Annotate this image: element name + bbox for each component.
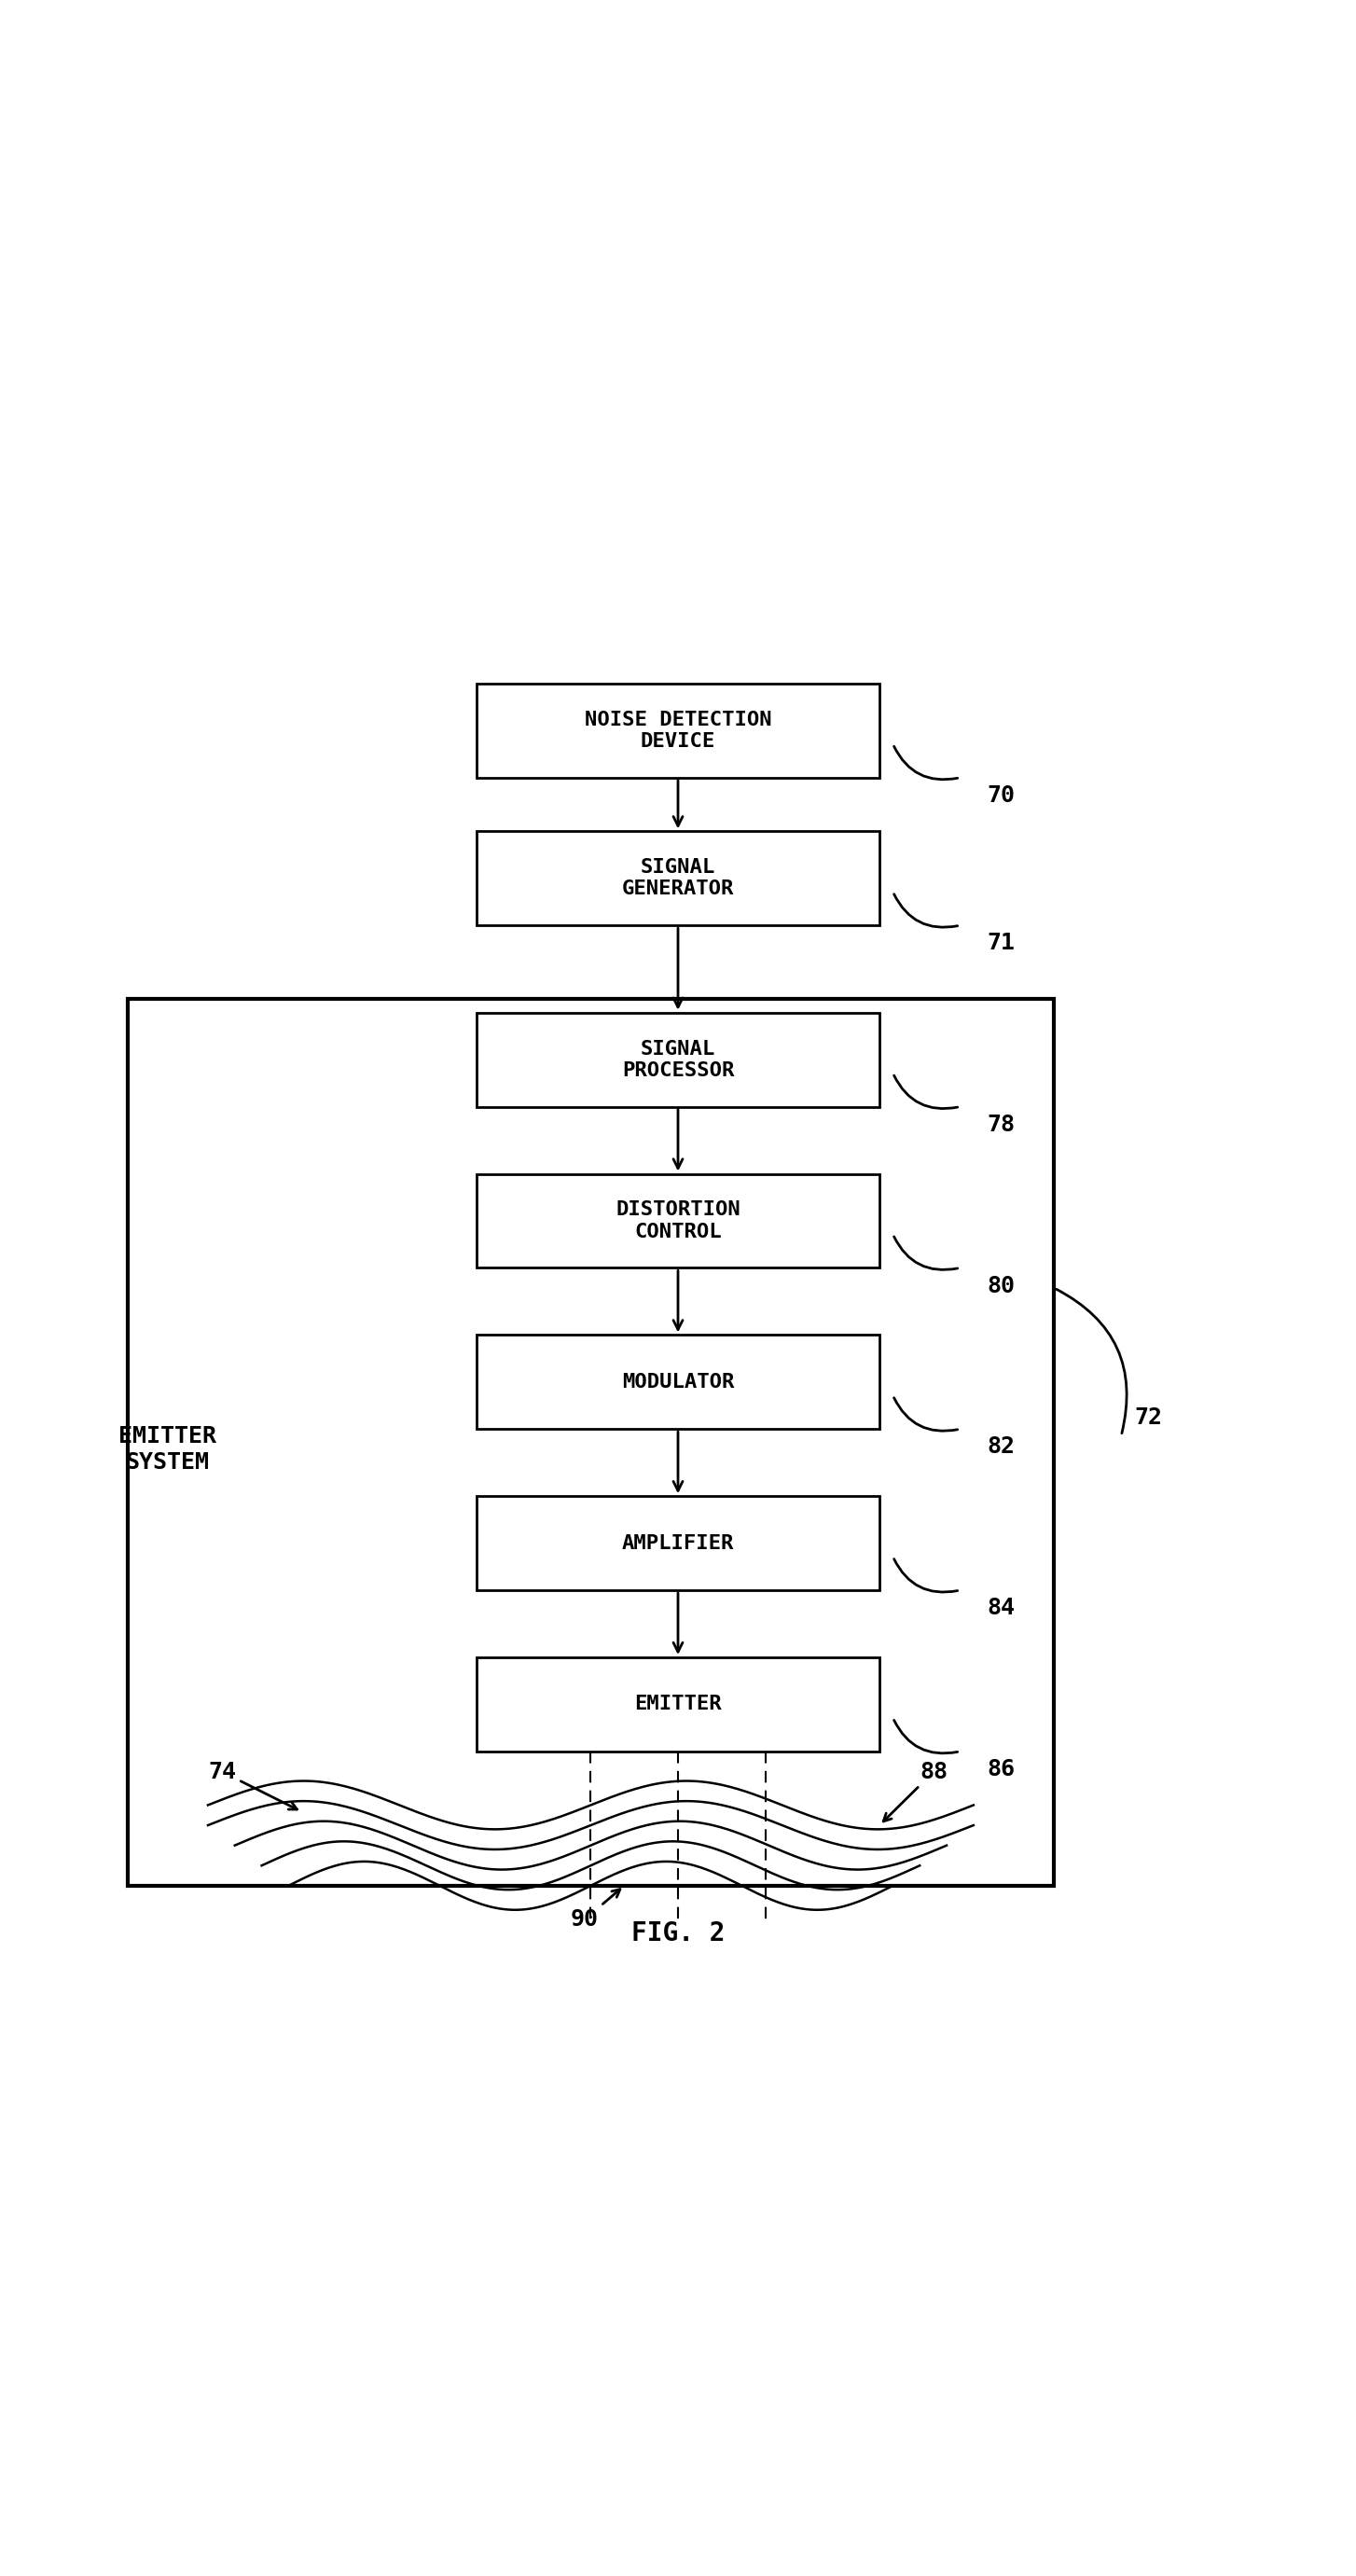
Text: 86: 86 xyxy=(987,1757,1014,1780)
Text: EMITTER: EMITTER xyxy=(635,1695,721,1713)
Text: 74: 74 xyxy=(207,1759,297,1808)
Text: 71: 71 xyxy=(987,933,1014,956)
Text: 82: 82 xyxy=(987,1435,1014,1458)
FancyBboxPatch shape xyxy=(476,683,880,778)
Text: 80: 80 xyxy=(987,1275,1014,1296)
Text: SIGNAL
GENERATOR: SIGNAL GENERATOR xyxy=(622,858,734,899)
FancyBboxPatch shape xyxy=(476,832,880,925)
FancyBboxPatch shape xyxy=(476,1497,880,1589)
Text: NOISE DETECTION
DEVICE: NOISE DETECTION DEVICE xyxy=(584,711,772,750)
Text: 84: 84 xyxy=(987,1597,1014,1620)
Text: FIG. 2: FIG. 2 xyxy=(631,1919,725,1945)
Text: DISTORTION
CONTROL: DISTORTION CONTROL xyxy=(616,1200,740,1242)
Text: AMPLIFIER: AMPLIFIER xyxy=(622,1533,734,1553)
FancyBboxPatch shape xyxy=(476,1656,880,1752)
Text: 72: 72 xyxy=(1135,1406,1162,1430)
Text: 70: 70 xyxy=(987,783,1014,806)
Text: EMITTER
SYSTEM: EMITTER SYSTEM xyxy=(119,1425,217,1473)
Text: 90: 90 xyxy=(571,1888,620,1929)
FancyBboxPatch shape xyxy=(476,1175,880,1267)
Text: 78: 78 xyxy=(987,1113,1014,1136)
FancyBboxPatch shape xyxy=(476,1334,880,1430)
FancyBboxPatch shape xyxy=(476,1012,880,1108)
FancyBboxPatch shape xyxy=(127,999,1054,1886)
Text: 88: 88 xyxy=(883,1759,948,1821)
Text: MODULATOR: MODULATOR xyxy=(622,1373,734,1391)
Text: SIGNAL
PROCESSOR: SIGNAL PROCESSOR xyxy=(622,1041,734,1079)
